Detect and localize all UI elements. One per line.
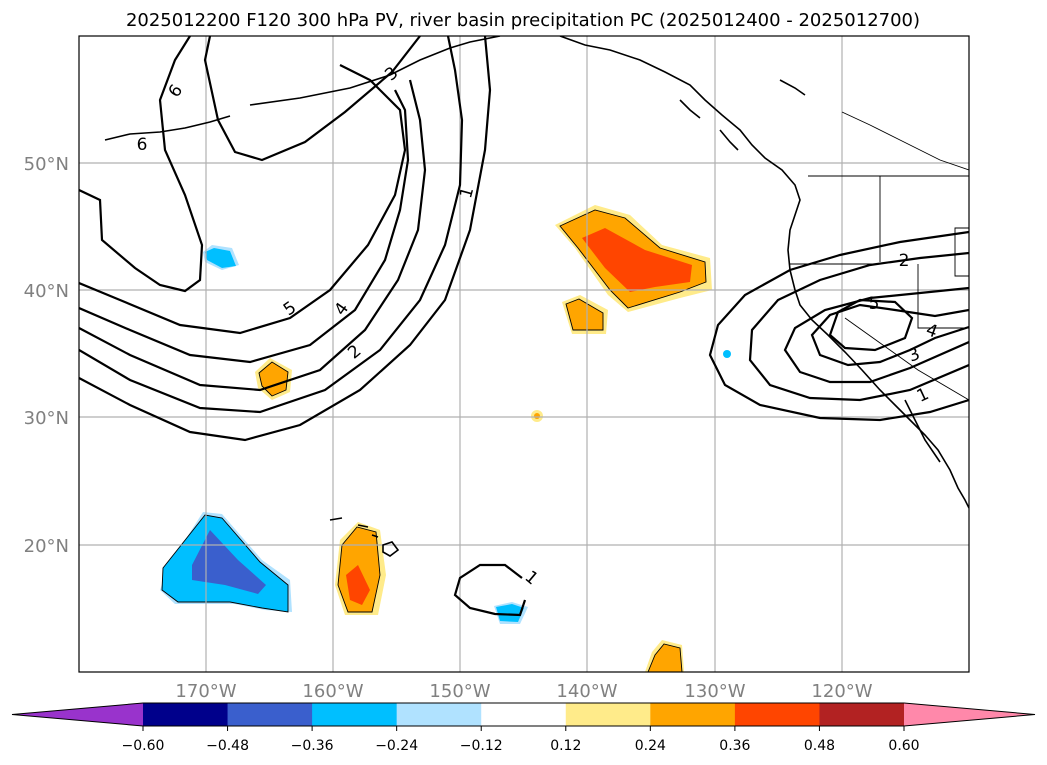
colorbar-tick-label: −0.24 [375,738,418,754]
pv-contour-3 [79,79,427,392]
aleutians [104,115,231,141]
colorbar-tick-label: 0.12 [550,738,581,754]
lon-label: 140°W [556,681,617,702]
colorbar-segment [481,703,567,726]
map-frame [78,35,970,673]
lat-label: 50°N [24,154,69,175]
pv-contour-2 [79,36,464,414]
pv-contour-1-south [453,563,527,617]
colorbar: −0.60 −0.48 −0.36 −0.24 −0.12 0.12 0.24 0.36 0.4… [11,702,1036,754]
colorbar-tick-label: 0.24 [635,738,666,754]
colorbar-tick-label: −0.12 [460,738,503,754]
latitude-labels: 50°N 40°N 30°N 20°N [24,154,69,557]
shade-outlines [161,209,707,672]
colorbar-tick-label: 0.60 [888,738,919,754]
map-title: 2025012200 F120 300 hPa PV, river basin … [126,10,920,31]
contour-label: 6 [137,135,148,155]
colorbar-segment [734,703,820,726]
colorbar-tick-label: −0.48 [206,738,249,754]
borders [790,111,969,401]
pos-patch-south-core [648,644,682,672]
contour-label: 2 [899,251,910,271]
colorbar-segment [227,703,313,726]
map-area: 6 6 5 4 2 1 3 2 5 4 3 1 1 [79,36,969,672]
colorbar-segment [819,703,905,726]
longitude-labels: 170°W 160°W 150°W 140°W 130°W 120°W [175,681,872,702]
neg-patch-south-core [496,604,524,622]
neg-patch-north-core [205,248,236,268]
pv-contour-4-east [810,303,969,367]
colorbar-extend-min [12,703,143,726]
colorbar-extend-max [904,703,1035,726]
colorbar-segment [396,703,482,726]
bc-islands [679,79,806,151]
pv-contour-1-west [79,36,492,442]
lat-label: 40°N [24,281,69,302]
colorbar-segment [312,703,398,726]
pv-contour-6-west [79,36,204,293]
coastlines [104,36,969,557]
lon-label: 170°W [175,681,236,702]
lon-label: 130°W [684,681,745,702]
colorbar-segment [565,703,651,726]
gridlines [79,36,969,672]
pv-contour-5 [79,64,407,335]
lat-label: 20°N [24,536,69,557]
baja [904,399,941,463]
hawaii-big-island [382,541,400,557]
pv-contour-3-east [783,286,969,384]
colorbar-tick-label: 0.36 [719,738,750,754]
colorbar-tick-label: −0.60 [122,738,165,754]
neg-area-strong [192,530,266,594]
pos-patch-38-core [566,299,603,330]
pos-ne-core [582,228,692,292]
alaska-peninsula [249,36,501,106]
lon-label: 120°W [811,681,872,702]
lat-label: 30°N [24,408,69,429]
pv-contour-2-east [748,251,969,402]
colorbar-segment [143,703,229,726]
lon-label: 160°W [302,681,363,702]
colorbar-segment [650,703,736,726]
colorbar-tick-label: −0.36 [291,738,334,754]
contour-label: 1 [456,185,478,201]
hawaii-islands [329,517,379,538]
pv-contour-4 [79,89,410,364]
pv-contours [79,36,969,617]
colorbar-tick-label: 0.48 [804,738,835,754]
pos-hawaii-core [346,565,370,605]
pv-contour-1-east [708,230,969,422]
contour-label: 5 [869,294,880,314]
lon-label: 150°W [429,681,490,702]
pv-contour-5-east [828,298,914,352]
